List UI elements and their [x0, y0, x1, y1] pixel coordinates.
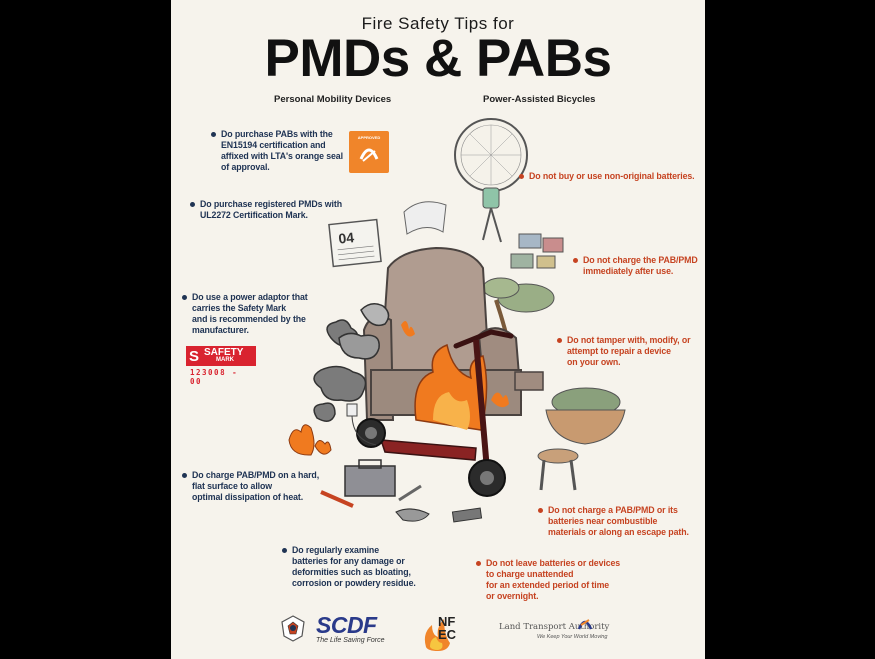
- paintings-icon: [510, 233, 564, 269]
- tip-line: attempt to repair a device: [567, 346, 671, 356]
- charger-icon: [346, 403, 377, 446]
- tip-dont-3: Do not tamper with, modify, or attempt t…: [557, 335, 691, 368]
- bullet-icon: [211, 132, 216, 137]
- tip-line: for an extended period of time: [486, 580, 610, 590]
- nfec-logo: NFEC: [420, 613, 464, 653]
- tip-line: corrosion or powdery residue.: [292, 578, 416, 588]
- tip-line: Do not charge a PAB/PMD or its: [548, 505, 678, 515]
- tip-line: Do not charge the PAB/PMD: [583, 255, 698, 265]
- lta-tagline: We Keep Your World Moving: [537, 634, 608, 640]
- tip-line: optimal dissipation of heat.: [192, 492, 304, 502]
- tip-line: Do not leave batteries or devices: [486, 558, 621, 568]
- tip-line: or overnight.: [486, 591, 539, 601]
- scdf-name: SCDF: [316, 612, 377, 638]
- bonsai-icon: [482, 277, 555, 356]
- safety-s-icon: S: [189, 348, 200, 365]
- tip-line: manufacturer.: [192, 325, 249, 335]
- lta-orange-seal-icon: APPROVED: [349, 131, 389, 173]
- safety-mark-sub: MARK: [216, 357, 234, 363]
- title-small: Fire Safety Tips for: [361, 14, 515, 33]
- tip-line: Do not buy or use non-original batteries…: [529, 171, 695, 181]
- bullet-icon: [519, 174, 524, 179]
- toolbox-icon: [320, 459, 483, 523]
- tip-line: Do use a power adaptor that: [192, 292, 308, 302]
- tip-line: immediately after use.: [583, 266, 674, 276]
- scdf-logo: SCDF The Life Saving Force: [316, 613, 384, 645]
- fan-icon: [454, 118, 528, 243]
- safety-mark-logo: S SAFETY MARK: [186, 346, 256, 366]
- smoke-icon: [313, 303, 390, 422]
- stool-icon: [537, 448, 579, 491]
- scdf-tagline: The Life Saving Force: [316, 637, 385, 644]
- basket-icon: [545, 387, 626, 445]
- bullet-icon: [557, 338, 562, 343]
- tip-line: on your own.: [567, 357, 621, 367]
- poster: Fire Safety Tips for PMDs & PABs Persona…: [171, 0, 705, 659]
- fire-icon: [288, 321, 509, 456]
- tip-dont-1: Do not buy or use non-original batteries…: [519, 171, 695, 182]
- tip-line: Do purchase PABs with the: [221, 129, 333, 139]
- tip-line: EN15194 certification and: [221, 140, 326, 150]
- safety-mark-code: 123008 - 00: [190, 368, 239, 386]
- tip-line: Do regularly examine: [292, 545, 379, 555]
- tip-line: of approval.: [221, 162, 270, 172]
- title-big: PMDs & PABs: [264, 29, 612, 88]
- tip-line: Do purchase registered PMDs with: [200, 199, 342, 209]
- calendar-date: 04: [338, 229, 355, 247]
- bullet-icon: [476, 561, 481, 566]
- tip-do-5: Do regularly examine batteries for any d…: [282, 545, 416, 589]
- subtitle-pab: Power-Assisted Bicycles: [483, 94, 596, 105]
- tip-line: Do not tamper with, modify, or: [567, 335, 691, 345]
- tip-dont-5: Do not leave batteries or devices to cha…: [476, 558, 621, 602]
- calendar-icon: 04: [328, 218, 382, 268]
- tip-line: batteries near combustible: [548, 516, 658, 526]
- tip-dont-2: Do not charge the PAB/PMD immediately af…: [573, 255, 698, 277]
- lta-seal-text: APPROVED: [357, 135, 381, 140]
- bullet-icon: [282, 548, 287, 553]
- scooter-icon: [356, 329, 514, 497]
- tip-line: deformities such as bloating,: [292, 567, 411, 577]
- subtitle-pmd: Personal Mobility Devices: [274, 94, 392, 105]
- nfec-name: NFEC: [438, 614, 457, 642]
- bullet-icon: [190, 202, 195, 207]
- illustration: 04: [288, 118, 626, 523]
- tip-line: materials or along an escape path.: [548, 527, 689, 537]
- scdf-crest-icon: [279, 614, 307, 642]
- tip-line: and is recommended by the: [192, 314, 306, 324]
- tip-line: Do charge PAB/PMD on a hard,: [192, 470, 320, 480]
- lta-ribbon-icon: [576, 617, 594, 631]
- tip-do-4: Do charge PAB/PMD on a hard, flat surfac…: [182, 470, 320, 503]
- lta-name: Land Transport Authority: [499, 622, 610, 632]
- safety-mark-label: SAFETY: [204, 347, 244, 358]
- safety-mark-badge: S SAFETY MARK 123008 - 00: [186, 346, 256, 386]
- bullet-icon: [538, 508, 543, 513]
- bullet-icon: [182, 295, 187, 300]
- bullet-icon: [182, 473, 187, 478]
- tip-do-1: Do purchase PABs with the EN15194 certif…: [211, 129, 343, 173]
- tip-line: UL2272 Certification Mark.: [200, 210, 308, 220]
- tip-line: affixed with LTA's orange seal: [221, 151, 343, 161]
- tip-line: batteries for any damage or: [292, 556, 405, 566]
- tip-line: carries the Safety Mark: [192, 303, 287, 313]
- tip-line: to charge unattended: [486, 569, 574, 579]
- tip-dont-4: Do not charge a PAB/PMD or its batteries…: [538, 505, 689, 538]
- bullet-icon: [573, 258, 578, 263]
- tip-do-3: Do use a power adaptor that carries the …: [182, 292, 308, 336]
- tip-do-2: Do purchase registered PMDs with UL2272 …: [190, 199, 342, 221]
- tip-line: flat surface to allow: [192, 481, 273, 491]
